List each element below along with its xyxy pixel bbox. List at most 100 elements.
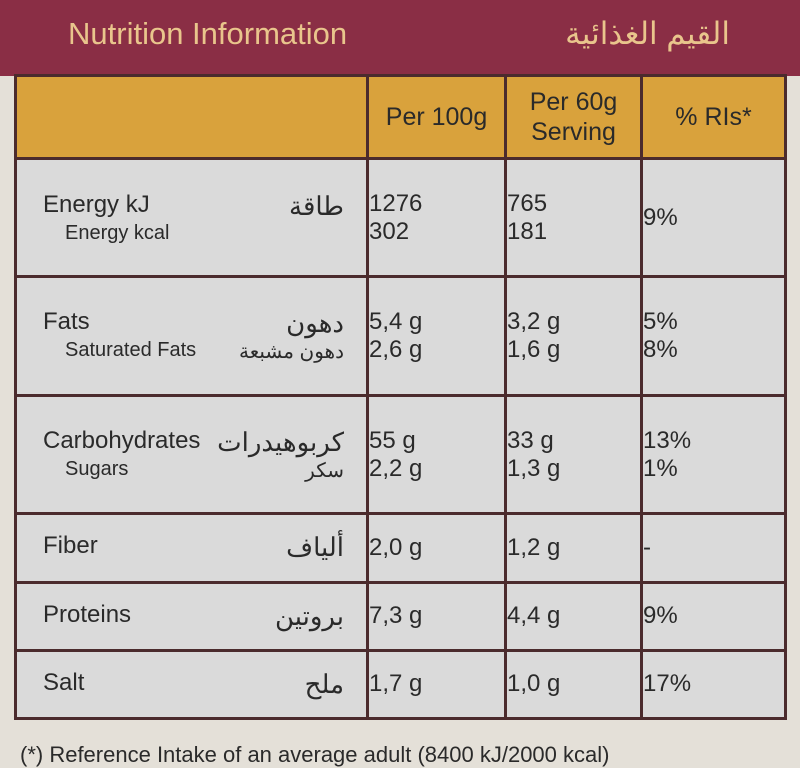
value-stack: 5,4 g 2,6 g: [369, 308, 504, 364]
per-100g: 55 g: [369, 426, 416, 454]
per-100g: 1276: [369, 189, 423, 217]
label-cell: Fiber ألياف: [14, 512, 369, 584]
label-en: Energy kcal: [65, 221, 170, 244]
ri: 1%: [643, 454, 678, 482]
value-cell: 5,4 g 2,6 g: [366, 275, 507, 397]
label-stack: Carbohydrates كربوهيدرات Sugars سكر: [17, 427, 366, 483]
value-cell: 1276 302: [366, 156, 507, 279]
label-ar: ألياف: [286, 532, 344, 563]
value-cell: 33 g 1,3 g: [504, 393, 643, 516]
value-stack: 7,3 g: [369, 602, 504, 630]
value-stack: 1276 302: [369, 190, 504, 246]
value-cell: 1,2 g: [504, 512, 643, 584]
value-cell: 55 g 2,2 g: [366, 393, 507, 516]
per-serving: 181: [507, 217, 548, 245]
label-line: Fats دهون: [17, 308, 366, 339]
nutrient-row: Energy kJ طاقة Energy kcal 1276 302 765 181 9%: [14, 156, 787, 279]
value-cell: 9%: [640, 156, 787, 279]
per-100g: 2,6 g: [369, 336, 423, 364]
label-line: Energy kJ طاقة: [17, 191, 366, 222]
label-en: Energy kJ: [43, 190, 150, 218]
value-stack: 2,0 g: [369, 534, 504, 562]
ri: 9%: [643, 602, 678, 630]
label-en: Proteins: [43, 600, 132, 628]
value-stack: 55 g 2,2 g: [369, 427, 504, 483]
label-line: Sugars سكر: [17, 458, 366, 483]
nutrient-row: Fiber ألياف 2,0 g 1,2 g -: [14, 512, 787, 584]
value-stack: 9%: [643, 602, 784, 630]
per-serving: 4,4 g: [507, 602, 561, 630]
value-cell: 4,4 g: [504, 580, 643, 652]
nutrient-row: Proteins بروتين 7,3 g 4,4 g 9%: [14, 580, 787, 652]
per-serving: 1,3 g: [507, 454, 561, 482]
value-stack: 1,0 g: [507, 670, 640, 698]
per-100g: 2,2 g: [369, 454, 423, 482]
per-100g: 7,3 g: [369, 602, 423, 630]
value-stack: 4,4 g: [507, 602, 640, 630]
label-cell: Energy kJ طاقة Energy kcal: [14, 156, 369, 279]
footnote: (*) Reference Intake of an average adult…: [20, 742, 610, 767]
header-row: Per 100g Per 60g Serving% RIs*: [14, 74, 787, 160]
label-cell: Salt ملح: [14, 648, 369, 721]
value-cell: 1,0 g: [504, 648, 643, 721]
per-serving: 765: [507, 189, 548, 217]
label-ar: طاقة: [289, 190, 344, 221]
nutrient-row: Fats دهون Saturated Fats دهون مشبعة 5,4 g 2,6…: [14, 275, 787, 397]
label-ar: بروتين: [274, 600, 344, 631]
label-line: Saturated Fats دهون مشبعة: [17, 339, 366, 364]
value-stack: 13% 1%: [643, 427, 784, 483]
label-line: Fiber ألياف: [17, 532, 366, 563]
label-en: Carbohydrates: [43, 426, 201, 454]
ri: 9%: [643, 203, 678, 231]
value-stack: 33 g 1,3 g: [507, 427, 640, 483]
title-arabic: القيم الغذائية: [565, 16, 730, 51]
ri: 8%: [643, 336, 678, 364]
column-header: Per 100g: [366, 74, 507, 160]
label-stack: Fiber ألياف: [17, 532, 366, 563]
value-stack: 9%: [643, 204, 784, 232]
label-stack: Salt ملح: [17, 669, 366, 700]
per-serving: 1,2 g: [507, 533, 561, 561]
value-cell: 13% 1%: [640, 393, 787, 516]
label-ar: كربوهيدرات: [217, 426, 344, 457]
label-ar: دهون: [286, 308, 344, 339]
value-cell: -: [640, 512, 787, 584]
ri: 5%: [643, 308, 678, 336]
header: Nutrition Information القيم الغذائية: [0, 0, 800, 76]
column-header: % RIs*: [640, 74, 787, 160]
ri: 17%: [643, 670, 692, 698]
label-line: Energy kcal: [17, 222, 366, 245]
label-line: Salt ملح: [17, 669, 366, 700]
label-stack: Proteins بروتين: [17, 601, 366, 632]
value-cell: 7,3 g: [366, 580, 507, 652]
title: Nutrition Information: [68, 16, 348, 51]
value-stack: 17%: [643, 670, 784, 698]
per-serving: 3,2 g: [507, 308, 561, 336]
label-line: Carbohydrates كربوهيدرات: [17, 427, 366, 458]
label-en: Fiber: [43, 532, 98, 560]
label-en: Salt: [43, 668, 85, 696]
per-100g: 2,0 g: [369, 533, 423, 561]
per-100g: 5,4 g: [369, 308, 423, 336]
label-cell: Fats دهون Saturated Fats دهون مشبعة: [14, 275, 369, 397]
value-cell: 17%: [640, 648, 787, 721]
label-ar: دهون مشبعة: [239, 341, 344, 364]
value-stack: 3,2 g 1,6 g: [507, 308, 640, 364]
value-stack: 765 181: [507, 190, 640, 246]
nutrient-row: Carbohydrates كربوهيدرات Sugars سكر 55 g 2,2 …: [14, 393, 787, 516]
label-cell: Proteins بروتين: [14, 580, 369, 652]
label-line: Proteins بروتين: [17, 601, 366, 632]
value-cell: 765 181: [504, 156, 643, 279]
column-header: Per 60g Serving: [504, 74, 643, 160]
nutrition-table: Per 100g Per 60g Serving% RIs* Energy kJ ط…: [14, 74, 787, 721]
value-cell: 3,2 g 1,6 g: [504, 275, 643, 397]
per-serving: 1,0 g: [507, 670, 561, 698]
label-en: Saturated Fats: [65, 339, 197, 362]
value-cell: 1,7 g: [366, 648, 507, 721]
value-stack: -: [643, 534, 784, 562]
label-ar: سكر: [305, 459, 344, 482]
value-stack: 1,2 g: [507, 534, 640, 562]
value-stack: 5% 8%: [643, 308, 784, 364]
per-100g: 302: [369, 217, 410, 245]
